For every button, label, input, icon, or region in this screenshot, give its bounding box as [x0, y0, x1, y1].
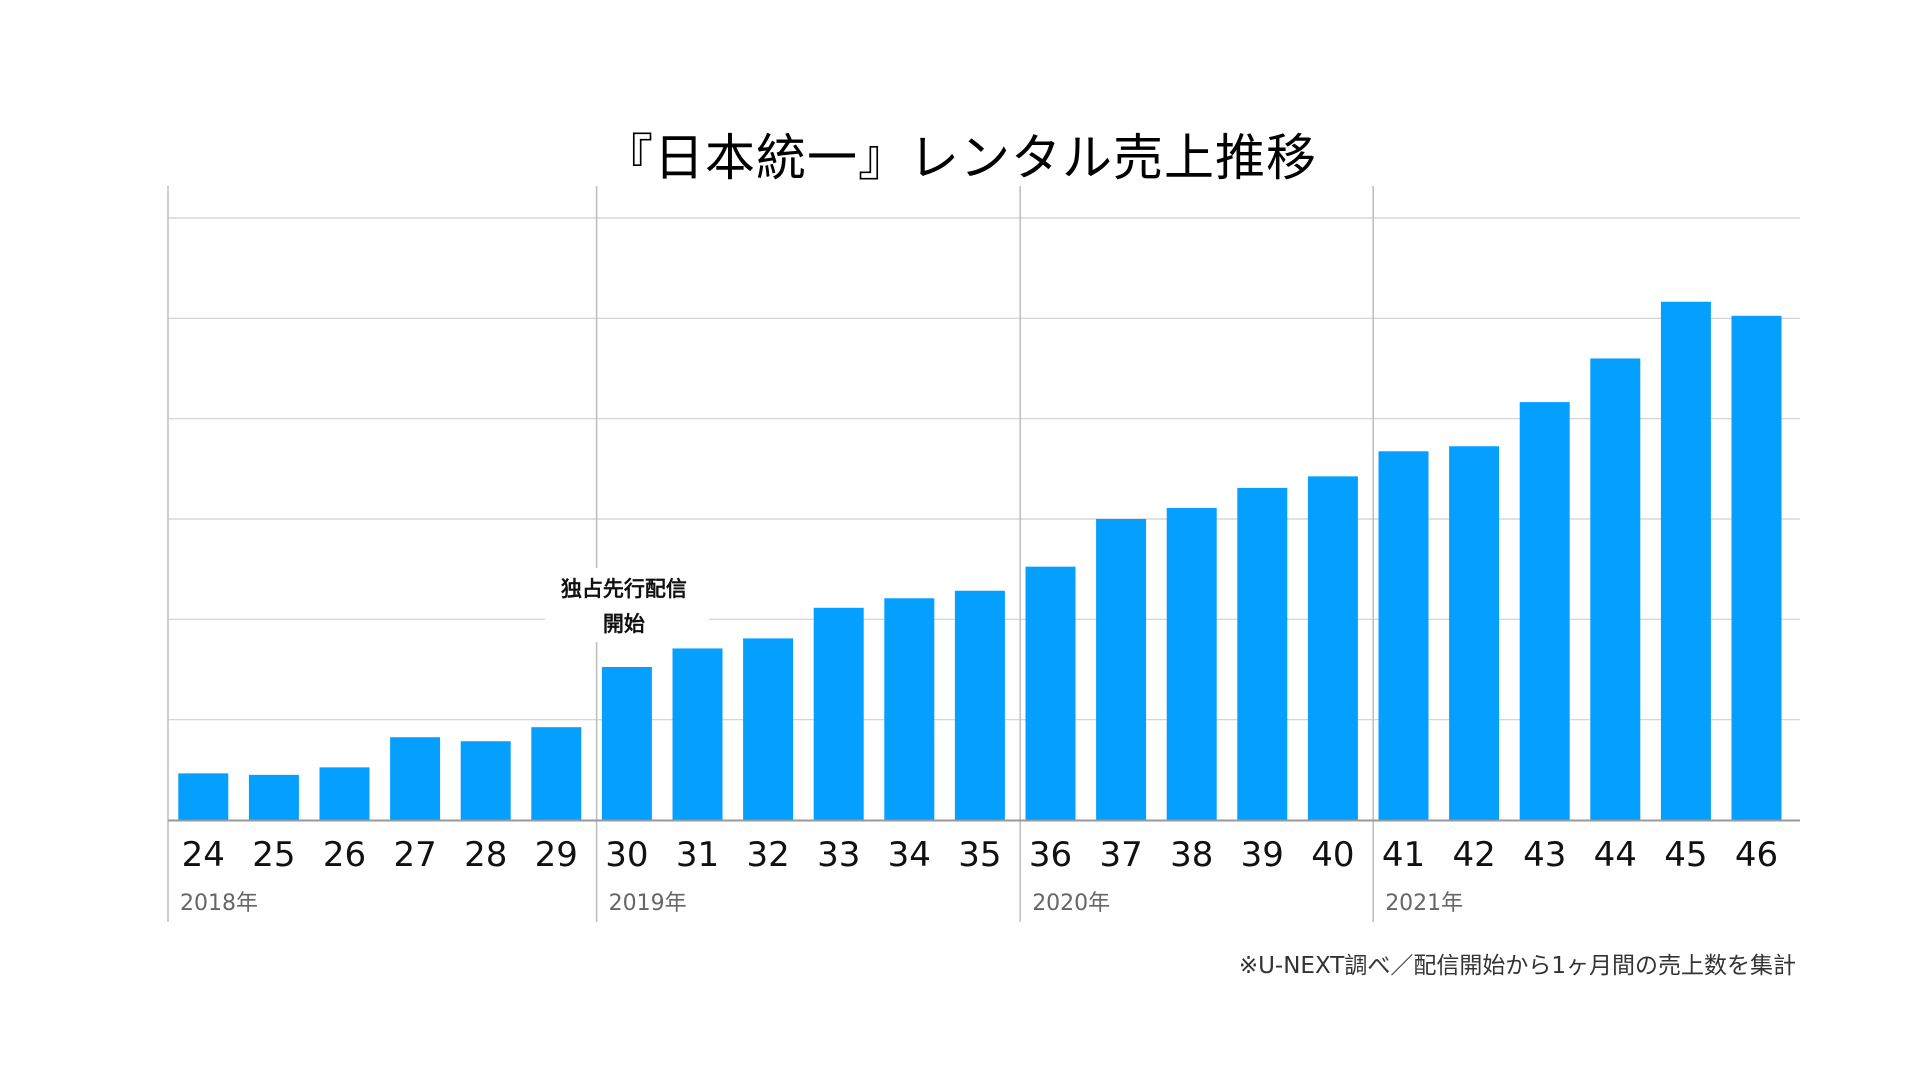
bar-32: [743, 638, 794, 820]
annotation-text: 開始: [603, 612, 645, 636]
bar-44: [1590, 358, 1641, 820]
tick-label: 28: [464, 835, 507, 875]
chart-title: 『日本統一』レンタル売上推移: [603, 129, 1317, 187]
tick-label: 38: [1170, 835, 1213, 875]
year-labels: 2018年 2019年 2020年 2021年: [180, 891, 1463, 916]
tick-label: 27: [393, 835, 436, 875]
bar-38: [1166, 507, 1217, 820]
tick-label: 26: [323, 835, 366, 875]
bars: [178, 301, 1782, 820]
bar-39: [1237, 487, 1288, 820]
tick-label: 34: [888, 835, 931, 875]
bar-33: [813, 607, 864, 820]
category-labels: 24 25 26 27 28 29 30 31 32 33 34 35 36 37 38 39 40 41 42 43…: [182, 835, 1778, 875]
year-label: 2019年: [609, 891, 687, 916]
bar-24: [178, 773, 229, 820]
tick-label: 36: [1029, 835, 1072, 875]
bar-28: [460, 741, 511, 820]
year-label: 2018年: [180, 891, 258, 916]
bar-36: [1025, 566, 1076, 820]
bar-35: [954, 590, 1005, 820]
bar-45: [1660, 301, 1711, 820]
bar-43: [1519, 402, 1570, 820]
bar-46: [1731, 315, 1782, 820]
tick-label: 31: [676, 835, 719, 875]
tick-label: 40: [1311, 835, 1354, 875]
tick-label: 44: [1594, 835, 1637, 875]
tick-label: 43: [1523, 835, 1566, 875]
tick-label: 42: [1452, 835, 1495, 875]
tick-label: 37: [1099, 835, 1142, 875]
bar-42: [1449, 446, 1500, 820]
bar-25: [248, 774, 299, 820]
tick-label: 29: [535, 835, 578, 875]
bar-34: [884, 598, 935, 820]
tick-label: 33: [817, 835, 860, 875]
bar-40: [1307, 476, 1358, 820]
tick-label: 46: [1735, 835, 1778, 875]
tick-label: 39: [1241, 835, 1284, 875]
footnote: ※U-NEXT調べ／配信開始から1ヶ月間の売上数を集計: [1238, 953, 1796, 979]
year-label: 2020年: [1032, 891, 1110, 916]
bar-30: [601, 666, 652, 820]
tick-label: 32: [746, 835, 789, 875]
bar-31: [672, 648, 723, 820]
bar-27: [390, 737, 441, 820]
tick-label: 24: [182, 835, 225, 875]
bar-26: [319, 767, 370, 820]
annotation-box: [544, 568, 709, 642]
tick-label: 25: [252, 835, 295, 875]
year-separators: [167, 186, 1374, 922]
year-label: 2021年: [1385, 891, 1463, 916]
bar-41: [1378, 451, 1429, 820]
tick-label: 41: [1382, 835, 1425, 875]
tick-label: 35: [958, 835, 1001, 875]
tick-label: 45: [1664, 835, 1707, 875]
tick-label: 30: [605, 835, 648, 875]
annotation-text: 独占先行配信: [561, 577, 687, 601]
bar-29: [531, 727, 582, 820]
bar-37: [1096, 519, 1147, 820]
